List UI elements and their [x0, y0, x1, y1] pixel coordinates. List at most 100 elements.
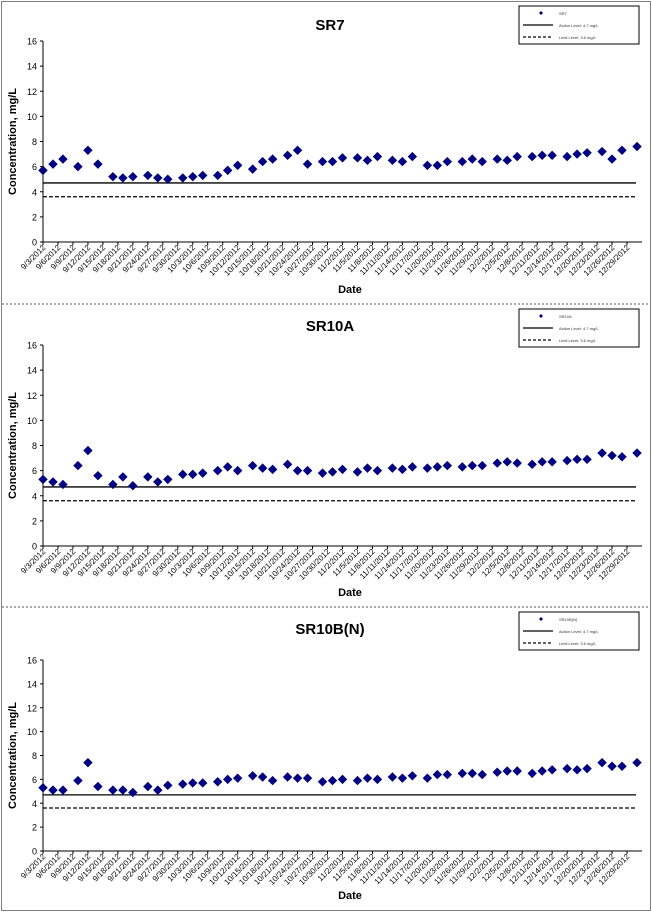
data-point — [617, 452, 627, 462]
data-point — [302, 465, 313, 476]
data-point — [178, 779, 188, 789]
legend-label: SR10A — [559, 314, 572, 319]
data-point — [267, 464, 278, 475]
data-point — [163, 780, 173, 791]
y-tick-label: 2 — [32, 823, 37, 833]
y-tick-label: 0 — [32, 542, 37, 552]
y-tick-label: 16 — [27, 341, 37, 351]
data-point — [572, 149, 582, 159]
data-point — [58, 785, 68, 795]
legend-label: Action Level: 4.7 mg/L — [559, 326, 599, 331]
data-point — [222, 774, 233, 785]
data-point — [163, 474, 173, 485]
data-point — [432, 769, 443, 780]
legend-label: Limit Level: 3.6 mg/L — [559, 35, 597, 40]
data-point — [457, 462, 468, 472]
y-tick-label: 10 — [27, 416, 37, 426]
data-point — [562, 151, 572, 162]
data-point — [607, 761, 617, 771]
x-axis-label: Date — [338, 587, 362, 599]
data-point — [282, 459, 293, 470]
legend-marker — [539, 11, 543, 15]
data-point — [632, 448, 642, 458]
data-point — [257, 772, 268, 782]
data-point — [387, 463, 398, 473]
data-point — [93, 159, 103, 169]
y-tick-label: 8 — [32, 441, 37, 451]
chart-title: SR10A — [306, 318, 355, 335]
data-point — [128, 787, 138, 798]
data-point — [128, 171, 138, 182]
y-tick-label: 2 — [32, 212, 37, 222]
data-point — [83, 445, 93, 456]
data-point — [527, 459, 537, 470]
data-point — [327, 775, 338, 786]
data-point — [617, 145, 627, 156]
data-point — [547, 457, 557, 467]
data-point — [118, 472, 128, 482]
data-point — [222, 165, 233, 176]
data-point — [188, 778, 198, 788]
y-tick-label: 0 — [32, 847, 37, 857]
data-point — [502, 766, 512, 776]
data-point — [422, 160, 433, 171]
data-point — [477, 769, 487, 780]
data-point — [607, 154, 617, 164]
data-point — [477, 460, 487, 471]
data-point — [352, 775, 363, 786]
data-point — [118, 785, 128, 795]
data-point — [128, 480, 138, 491]
y-tick-label: 14 — [27, 62, 37, 72]
data-point — [582, 148, 592, 158]
data-point — [562, 763, 572, 774]
legend-label: Action Level: 4.7 mg/L — [559, 23, 599, 28]
y-tick-label: 16 — [27, 656, 37, 666]
data-point — [292, 773, 303, 783]
y-tick-label: 12 — [27, 703, 37, 713]
data-point — [572, 765, 582, 775]
data-point — [492, 767, 502, 777]
data-point — [83, 757, 93, 768]
data-point — [267, 154, 278, 164]
chart-title: SR7 — [315, 17, 344, 34]
data-point — [267, 775, 278, 786]
data-point — [387, 155, 398, 166]
data-point — [282, 772, 293, 782]
data-point — [537, 457, 547, 467]
data-point — [48, 477, 58, 487]
data-point — [387, 772, 398, 782]
data-point — [512, 766, 522, 776]
data-point — [232, 160, 243, 171]
data-point — [327, 156, 338, 167]
data-point — [572, 454, 582, 465]
chart-panel-3: SR10B(N)02468101214169/3/20129/6/20129/9… — [2, 606, 650, 902]
data-point — [397, 773, 408, 783]
data-point — [108, 785, 118, 795]
data-point — [118, 173, 128, 183]
data-point — [247, 164, 258, 174]
chart-panel-2: SR10A02468101214169/3/20129/6/20129/9/20… — [2, 303, 650, 599]
data-point — [442, 769, 453, 780]
y-tick-label: 6 — [32, 162, 37, 172]
y-axis-label: Concentration, mg/L — [7, 702, 19, 809]
data-point — [582, 763, 592, 774]
data-point — [188, 469, 198, 480]
y-tick-label: 4 — [32, 187, 37, 197]
data-point — [302, 159, 313, 169]
x-axis-label: Date — [338, 890, 362, 902]
data-point — [362, 773, 373, 783]
data-point — [48, 785, 58, 795]
data-point — [372, 465, 383, 476]
legend-label: Action Level: 4.7 mg/L — [559, 629, 599, 634]
data-point — [83, 145, 93, 156]
y-tick-label: 6 — [32, 466, 37, 476]
x-axis-label: Date — [338, 284, 362, 296]
data-point — [163, 174, 173, 184]
data-point — [317, 156, 328, 167]
data-point — [292, 145, 303, 156]
y-tick-label: 12 — [27, 391, 37, 401]
data-point — [527, 768, 537, 779]
data-point — [232, 465, 243, 476]
data-point — [213, 465, 223, 476]
